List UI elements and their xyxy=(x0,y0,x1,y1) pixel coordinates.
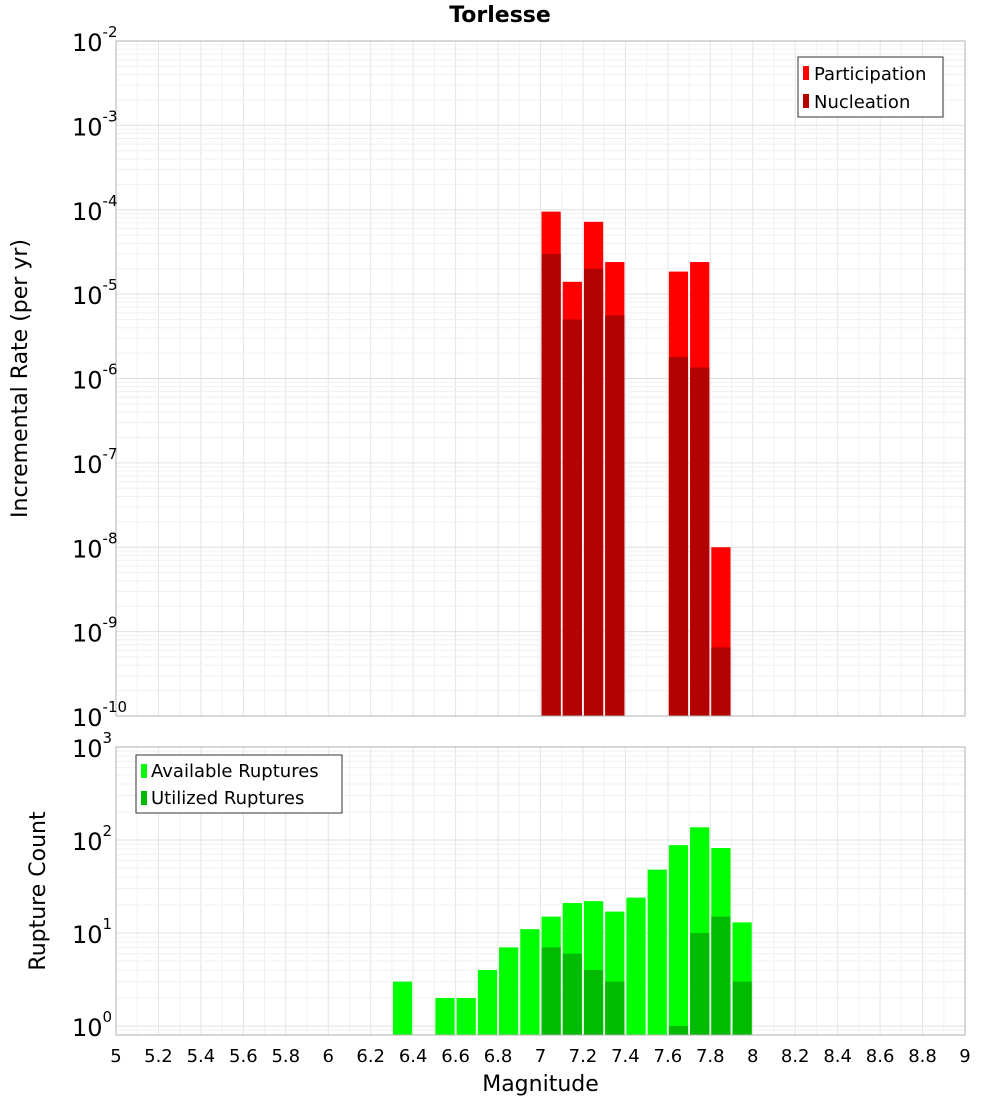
utilized-bar xyxy=(605,981,625,1035)
legend-label: Available Ruptures xyxy=(151,761,319,782)
x-tick-label: 6.6 xyxy=(441,1046,470,1067)
x-tick-label: 6.4 xyxy=(399,1046,428,1067)
nucleation-bar xyxy=(541,253,561,716)
available-bar xyxy=(392,981,413,1035)
y-tick-label-rate: 10-2 xyxy=(72,23,118,57)
x-tick-label: 9 xyxy=(959,1046,970,1067)
legend-swatch xyxy=(141,764,147,778)
x-tick-label: 5.4 xyxy=(187,1046,216,1067)
y-tick-label-rate: 10-3 xyxy=(72,107,118,141)
x-tick-label: 7.6 xyxy=(654,1046,683,1067)
utilized-bar xyxy=(583,969,604,1035)
utilized-bar xyxy=(690,932,710,1035)
nucleation-bar xyxy=(583,268,604,716)
utilized-bar xyxy=(711,916,731,1035)
legend-box xyxy=(135,754,343,814)
x-tick-label: 5.2 xyxy=(144,1046,173,1067)
y-tick-label-count: 101 xyxy=(72,915,112,949)
x-tick-label: 6.2 xyxy=(356,1046,385,1067)
x-tick-label: 8.4 xyxy=(823,1046,852,1067)
y-tick-label-count: 103 xyxy=(72,729,112,763)
y-axis-label-count: Rupture Count xyxy=(26,811,51,971)
x-tick-label: 7.8 xyxy=(696,1046,725,1067)
y-tick-label-count: 102 xyxy=(72,822,112,856)
nucleation-bar xyxy=(562,319,582,716)
y-tick-label-rate: 10-9 xyxy=(72,614,118,648)
x-tick-label: 8.6 xyxy=(866,1046,895,1067)
legend-swatch xyxy=(141,791,147,805)
y-tick-label-rate: 10-7 xyxy=(72,445,118,479)
utilized-bar xyxy=(732,981,752,1035)
y-tick-label-rate: 10-5 xyxy=(72,276,118,310)
x-tick-label: 8.8 xyxy=(908,1046,937,1067)
legend-box xyxy=(797,56,944,118)
x-tick-label: 7.4 xyxy=(611,1046,640,1067)
x-axis-label: Magnitude xyxy=(482,1072,599,1097)
y-tick-label-count: 100 xyxy=(72,1008,112,1042)
available-bar xyxy=(520,929,540,1035)
utilized-bar xyxy=(562,953,582,1035)
legend-label: Nucleation xyxy=(814,92,910,113)
nucleation-bar xyxy=(690,367,710,716)
available-bar xyxy=(668,845,689,1035)
x-tick-label: 7 xyxy=(535,1046,546,1067)
x-tick-label: 7.2 xyxy=(569,1046,598,1067)
nucleation-bar xyxy=(605,315,625,716)
legend-count: Available Ruptures Utilized Ruptures xyxy=(135,754,343,814)
plot-frame xyxy=(115,746,966,1036)
y-tick-label-rate: 10-10 xyxy=(72,698,127,732)
x-tick-label: 6 xyxy=(323,1046,334,1067)
legend-label: Participation xyxy=(814,64,926,85)
x-tick-label: 8 xyxy=(747,1046,758,1067)
utilized-bar xyxy=(541,947,561,1035)
available-bar xyxy=(477,969,498,1035)
x-tick-label: 8.2 xyxy=(781,1046,810,1067)
nucleation-bar xyxy=(668,356,689,716)
y-tick-label-rate: 10-4 xyxy=(72,192,118,226)
available-bar xyxy=(647,869,667,1035)
plot-frame xyxy=(115,40,966,717)
x-tick-label: 5.6 xyxy=(229,1046,258,1067)
available-bar xyxy=(499,947,519,1035)
y-axis-label-rate: Incremental Rate (per yr) xyxy=(8,239,33,518)
utilized-bar xyxy=(668,1025,689,1035)
x-tick-label: 5 xyxy=(110,1046,121,1067)
available-bar xyxy=(456,997,476,1035)
available-bar xyxy=(435,997,455,1035)
y-tick-label-rate: 10-6 xyxy=(72,361,118,395)
x-tick-label: 6.8 xyxy=(484,1046,513,1067)
y-tick-label-rate: 10-8 xyxy=(72,529,118,563)
chart-title: Torlesse xyxy=(449,3,551,28)
legend-swatch xyxy=(803,94,809,108)
x-tick-label: 5.8 xyxy=(271,1046,300,1067)
available-bar xyxy=(626,897,646,1035)
nucleation-bar xyxy=(711,647,731,716)
rate-plot xyxy=(115,40,966,717)
legend-swatch xyxy=(803,66,809,80)
legend-label: Utilized Ruptures xyxy=(151,788,304,809)
legend-rate: Participation Nucleation xyxy=(797,56,944,118)
